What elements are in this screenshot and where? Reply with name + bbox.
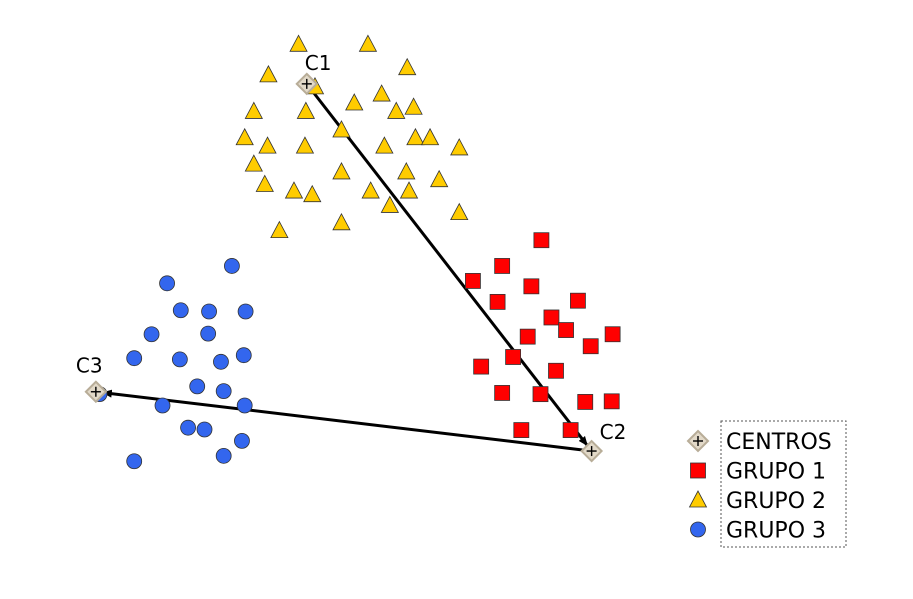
point-grupo-3-13 — [215, 383, 232, 400]
point-grupo-1-19 — [562, 422, 579, 438]
arrows-layer — [101, 88, 589, 452]
point-grupo-3-12 — [189, 378, 206, 395]
point-grupo-1-16 — [577, 394, 594, 410]
centers-layer: C1 C2 C3 — [76, 51, 627, 463]
point-grupo-2-16 — [406, 127, 425, 146]
point-grupo-3-19 — [215, 447, 232, 464]
point-grupo-3-9 — [213, 353, 229, 370]
point-grupo-2-23 — [284, 181, 304, 199]
arrow-c2-c3 — [101, 389, 585, 452]
arrow-c1-c2 — [309, 88, 589, 447]
point-grupo-2-8 — [345, 93, 364, 111]
legend-marker-0 — [686, 429, 710, 453]
point-grupo-2-28 — [380, 195, 400, 213]
point-grupo-1-17 — [603, 393, 620, 410]
point-grupo-2-5 — [372, 84, 391, 102]
legend-label-1: GRUPO 1 — [726, 460, 826, 485]
point-grupo-3-4 — [237, 303, 254, 320]
point-grupo-2-27 — [429, 169, 449, 188]
point-grupo-1-4 — [489, 293, 506, 310]
point-grupo-2-14 — [295, 136, 315, 154]
point-grupo-3-15 — [236, 397, 253, 414]
point-grupo-3-16 — [180, 419, 196, 436]
center-marker-c2 — [580, 439, 604, 463]
point-grupo-2-9 — [387, 101, 406, 119]
point-grupo-1-8 — [558, 322, 574, 338]
point-grupo-3-5 — [143, 326, 160, 343]
point-grupo-1-18 — [513, 422, 530, 438]
point-grupo-3-6 — [200, 325, 217, 342]
point-grupo-2-22 — [255, 174, 274, 192]
point-grupo-1-12 — [473, 358, 490, 375]
point-grupo-3-20 — [126, 453, 143, 470]
point-grupo-3-14 — [154, 397, 171, 414]
point-grupo-3-2 — [172, 302, 189, 319]
legend-marker-3 — [690, 521, 706, 538]
point-grupo-2-2 — [259, 65, 278, 83]
point-grupo-1-9 — [604, 326, 621, 343]
point-grupo-1-15 — [532, 386, 549, 403]
point-grupo-1-0 — [533, 232, 550, 249]
point-grupo-2-17 — [420, 127, 440, 146]
legend-marker-2 — [688, 490, 708, 508]
point-grupo-1-13 — [548, 362, 564, 379]
legend-label-0: CENTROS — [726, 430, 832, 455]
point-grupo-3-18 — [234, 432, 250, 449]
point-grupo-1-7 — [519, 328, 536, 345]
point-grupo-3-3 — [201, 303, 217, 320]
point-grupo-1-2 — [465, 273, 481, 289]
point-grupo-2-18 — [450, 138, 469, 156]
point-grupo-2-30 — [270, 220, 289, 239]
point-grupo-2-29 — [450, 202, 469, 221]
legend-marker-1 — [690, 462, 706, 479]
point-grupo-3-8 — [171, 351, 188, 368]
center-label-c1: C1 — [305, 51, 332, 75]
point-grupo-2-25 — [361, 181, 380, 199]
center-marker-c3 — [84, 380, 108, 404]
point-grupo-2-1 — [358, 34, 378, 52]
point-grupo-2-3 — [398, 57, 417, 76]
point-grupo-1-6 — [543, 309, 560, 326]
point-grupo-2-24 — [303, 184, 322, 203]
point-grupo-2-21 — [397, 162, 416, 180]
legend-label-2: GRUPO 2 — [726, 489, 826, 514]
point-grupo-3-1 — [159, 275, 175, 292]
point-grupo-2-20 — [332, 162, 351, 180]
point-grupo-2-31 — [332, 212, 351, 231]
point-grupo-3-10 — [235, 347, 252, 364]
legend-label-3: GRUPO 3 — [726, 519, 826, 544]
point-grupo-1-3 — [523, 278, 540, 295]
point-grupo-1-14 — [494, 385, 511, 401]
legend-frame — [720, 420, 847, 548]
point-grupo-2-15 — [375, 136, 394, 154]
point-grupo-3-17 — [196, 421, 213, 438]
center-marker-c1 — [295, 72, 319, 96]
point-grupo-1-5 — [570, 292, 586, 309]
point-grupo-1-10 — [582, 338, 599, 355]
point-grupo-2-10 — [404, 97, 423, 115]
point-grupo-2-6 — [244, 101, 263, 119]
point-grupo-2-11 — [332, 120, 351, 138]
point-grupo-3-0 — [224, 258, 240, 274]
center-label-c3: C3 — [76, 354, 103, 378]
legend: CENTROS GRUPO 1 GRUPO 2 GRUPO 3 — [686, 420, 847, 548]
point-grupo-2-0 — [289, 34, 308, 52]
point-grupo-2-19 — [244, 154, 263, 172]
point-grupo-2-12 — [235, 127, 254, 146]
point-grupo-2-26 — [399, 181, 419, 199]
center-label-c2: C2 — [600, 420, 627, 444]
points-layer — [91, 34, 621, 470]
point-grupo-3-7 — [126, 350, 143, 367]
point-grupo-2-13 — [258, 136, 277, 154]
point-grupo-1-1 — [494, 258, 511, 274]
point-grupo-2-7 — [296, 101, 316, 119]
point-grupo-1-11 — [505, 349, 522, 365]
